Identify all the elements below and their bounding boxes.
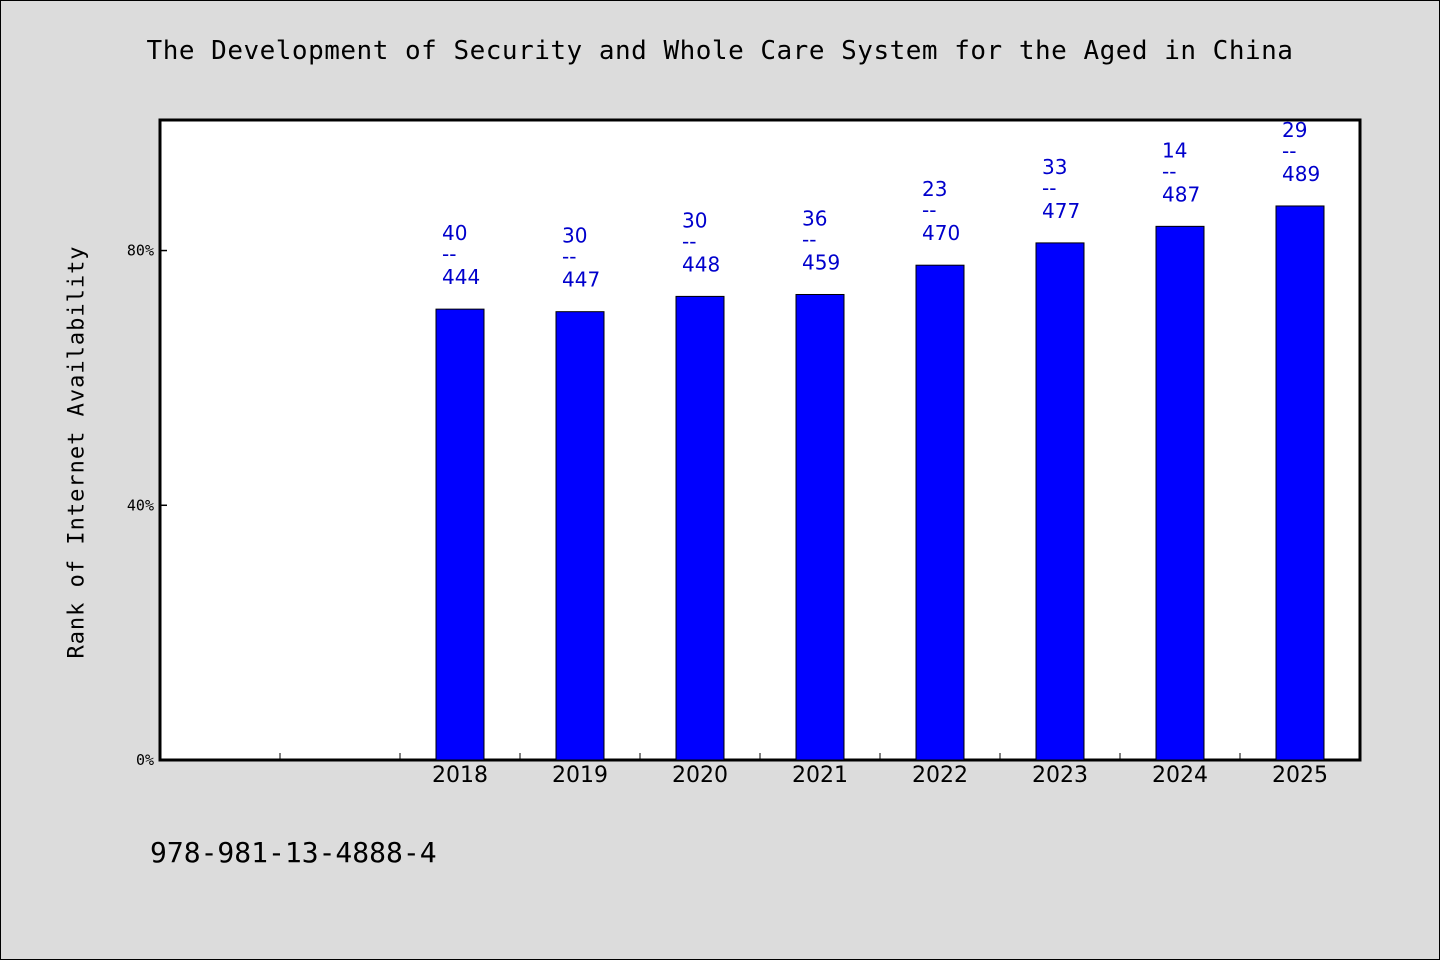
bar — [555, 311, 605, 761]
data-label-bottom: 470 — [922, 221, 960, 245]
data-label-top: 23 — [922, 177, 947, 201]
data-label-top: 36 — [802, 206, 827, 230]
data-label-bottom: 459 — [802, 250, 840, 274]
x-tick-label: 2020 — [672, 763, 728, 788]
x-tick-label: 2024 — [1152, 763, 1208, 788]
data-label-separator: -- — [442, 242, 456, 266]
x-tick-label: 2025 — [1272, 763, 1328, 788]
bar — [675, 295, 725, 761]
chart-marks: 0%40%80%40--444201830--447201930--448202… — [127, 118, 1328, 788]
bar — [795, 293, 845, 761]
data-label-bottom: 447 — [562, 268, 600, 292]
y-tick-label: 40% — [127, 496, 154, 514]
data-label-separator: -- — [1282, 139, 1296, 163]
data-label-separator: -- — [682, 229, 696, 253]
bar — [1275, 205, 1325, 761]
isbn-footer: 978-981-13-4888-4 — [150, 836, 437, 869]
x-tick-label: 2023 — [1032, 763, 1088, 788]
data-label-separator: -- — [1042, 176, 1056, 200]
x-tick-label: 2022 — [912, 763, 968, 788]
data-label-separator: -- — [922, 198, 936, 222]
data-label-top: 30 — [682, 208, 707, 232]
data-label-bottom: 477 — [1042, 199, 1080, 223]
x-tick-label: 2019 — [552, 763, 608, 788]
data-label-separator: -- — [1162, 159, 1176, 183]
data-label-top: 40 — [442, 221, 467, 245]
data-label-separator: -- — [802, 227, 816, 251]
data-label-top: 29 — [1282, 118, 1307, 142]
data-label-bottom: 489 — [1282, 162, 1320, 186]
bar — [435, 308, 485, 761]
bar — [1035, 242, 1085, 761]
data-label-bottom: 448 — [682, 252, 720, 276]
data-label-bottom: 487 — [1162, 182, 1200, 206]
x-tick-label: 2021 — [792, 763, 848, 788]
data-label-bottom: 444 — [442, 265, 480, 289]
x-tick-label: 2018 — [432, 763, 488, 788]
y-tick-label: 0% — [136, 751, 154, 769]
data-label-top: 33 — [1042, 155, 1067, 179]
chart-title: The Development of Security and Whole Ca… — [146, 36, 1294, 66]
data-label-top: 30 — [562, 224, 587, 248]
y-tick-label: 80% — [127, 242, 154, 260]
data-label-separator: -- — [562, 245, 576, 269]
bar — [1155, 225, 1205, 761]
bar — [915, 264, 965, 761]
data-label-top: 14 — [1162, 138, 1187, 162]
